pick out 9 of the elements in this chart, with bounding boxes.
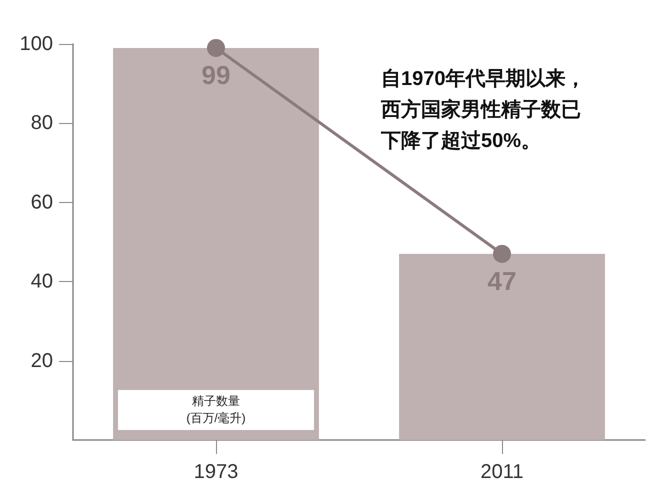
x-tick-label: 2011	[480, 461, 524, 483]
y-tick-label: 100	[20, 33, 53, 55]
annotation: 自1970年代早期以来，西方国家男性精子数已下降了超过50%。	[381, 67, 586, 154]
x-tick-label: 1973	[194, 461, 238, 483]
y-tick-label: 40	[30, 270, 53, 293]
label-box: 精子数量 (百万/毫升)	[118, 390, 314, 430]
y-tick-label: 80	[30, 112, 53, 134]
y-tick-label: 60	[30, 191, 53, 214]
y-tick-label: 20	[30, 350, 53, 372]
